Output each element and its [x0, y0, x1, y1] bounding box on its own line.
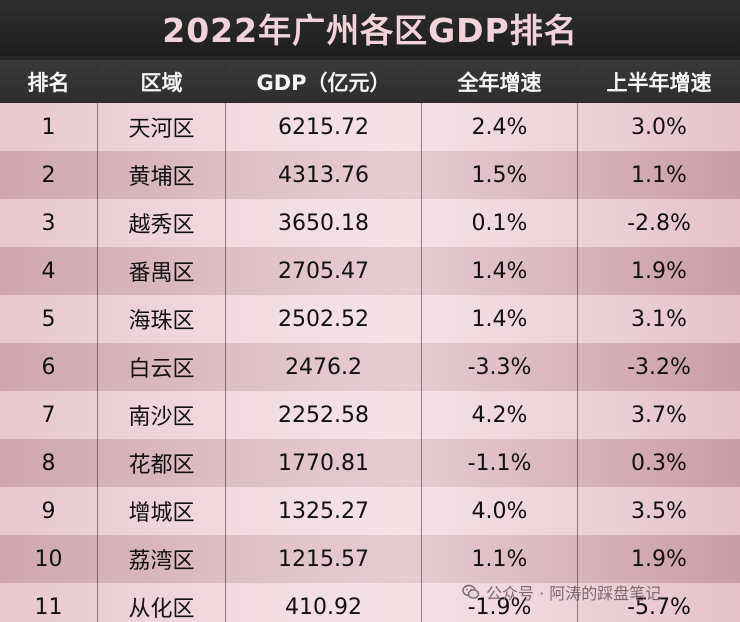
cell-half-year-growth: -3.2%: [627, 354, 691, 380]
table-row: 4 番禺区 2705.47 1.4% 1.9%: [0, 247, 740, 295]
cell-half-year-growth: -2.8%: [627, 210, 691, 236]
table-row: 5 海珠区 2502.52 1.4% 3.1%: [0, 295, 740, 343]
table-row: 9 增城区 1325.27 4.0% 3.5%: [0, 487, 740, 535]
cell-gdp: 3650.18: [226, 199, 422, 247]
cell-half-year-growth: 3.5%: [631, 498, 687, 524]
wechat-icon: [462, 584, 480, 599]
cell-district: 增城区: [98, 487, 226, 535]
cell-half-year-growth: 1.9%: [631, 546, 687, 572]
cell-full-year-growth: 0.1%: [422, 199, 578, 247]
cell-full-year-growth: 1.5%: [422, 151, 578, 199]
title-bar: 2022年广州各区GDP排名: [0, 0, 740, 56]
cell-district: 从化区: [98, 583, 226, 622]
cell-full-year-growth: 1.4%: [422, 247, 578, 295]
page-title: 2022年广州各区GDP排名: [162, 11, 578, 50]
watermark: 公众号 · 阿涛的踩盘笔记: [462, 580, 661, 604]
header-district: 区域: [98, 60, 226, 103]
cell-gdp: 1215.57: [226, 535, 422, 583]
cell-full-year-growth: 2.4%: [422, 103, 578, 151]
cell-full-year-growth: 1.4%: [422, 295, 578, 343]
cell-district: 越秀区: [98, 199, 226, 247]
cell-district: 荔湾区: [98, 535, 226, 583]
cell-half-year-growth: 1.9%: [631, 258, 687, 284]
cell-half-year-growth: 0.3%: [631, 450, 687, 476]
cell-gdp: 410.92: [226, 583, 422, 622]
watermark-text: 公众号 · 阿涛的踩盘笔记: [486, 584, 662, 603]
cell-gdp: 2502.52: [226, 295, 422, 343]
cell-district: 黄埔区: [98, 151, 226, 199]
table-row: 7 南沙区 2252.58 4.2% 3.7%: [0, 391, 740, 439]
cell-rank: 3: [0, 199, 98, 247]
cell-gdp: 2705.47: [226, 247, 422, 295]
cell-gdp: 6215.72: [226, 103, 422, 151]
cell-gdp: 2476.2: [226, 343, 422, 391]
cell-half-year-growth: 3.7%: [631, 402, 687, 428]
cell-half-year-growth: 3.1%: [631, 306, 687, 332]
table-row: 1 天河区 6215.72 2.4% 3.0%: [0, 103, 740, 151]
header-half-year-growth: 上半年增速: [606, 70, 712, 95]
cell-gdp: 1770.81: [226, 439, 422, 487]
cell-district: 海珠区: [98, 295, 226, 343]
cell-half-year-growth: 3.0%: [631, 114, 687, 140]
table-row: 6 白云区 2476.2 -3.3% -3.2%: [0, 343, 740, 391]
cell-full-year-growth: -1.9%: [422, 583, 578, 622]
cell-full-year-growth: -3.3%: [422, 343, 578, 391]
cell-rank: 7: [0, 391, 98, 439]
cell-rank: 1: [0, 103, 98, 151]
cell-full-year-growth: 1.1%: [422, 535, 578, 583]
table-row: 2 黄埔区 4313.76 1.5% 1.1%: [0, 151, 740, 199]
table-row: 10 荔湾区 1215.57 1.1% 1.9%: [0, 535, 740, 583]
cell-gdp: 2252.58: [226, 391, 422, 439]
table-row: 3 越秀区 3650.18 0.1% -2.8%: [0, 199, 740, 247]
cell-gdp: 4313.76: [226, 151, 422, 199]
gdp-table: 排名 区域 GDP（亿元） 全年增速 上半年增速 1 天河区 6215.72 2…: [0, 60, 740, 622]
cell-full-year-growth: 4.2%: [422, 391, 578, 439]
cell-rank: 9: [0, 487, 98, 535]
cell-district: 南沙区: [98, 391, 226, 439]
cell-rank: 5: [0, 295, 98, 343]
cell-gdp: 1325.27: [226, 487, 422, 535]
cell-rank: 10: [0, 535, 98, 583]
cell-rank: 8: [0, 439, 98, 487]
cell-rank: 6: [0, 343, 98, 391]
cell-full-year-growth: -1.1%: [422, 439, 578, 487]
table-row: 8 花都区 1770.81 -1.1% 0.3%: [0, 439, 740, 487]
cell-rank: 2: [0, 151, 98, 199]
table-header: 排名 区域 GDP（亿元） 全年增速 上半年增速: [0, 60, 740, 103]
cell-district: 番禺区: [98, 247, 226, 295]
cell-district: 花都区: [98, 439, 226, 487]
table-row: 11 从化区 410.92 -1.9% -5.7%: [0, 583, 740, 622]
cell-half-year-growth: -5.7%: [627, 594, 691, 620]
header-rank: 排名: [0, 60, 98, 103]
cell-district: 白云区: [98, 343, 226, 391]
cell-rank: 4: [0, 247, 98, 295]
cell-district: 天河区: [98, 103, 226, 151]
header-full-year-growth: 全年增速: [422, 60, 578, 103]
cell-rank: 11: [0, 583, 98, 622]
cell-half-year-growth: 1.1%: [631, 162, 687, 188]
cell-full-year-growth: 4.0%: [422, 487, 578, 535]
header-gdp: GDP（亿元）: [226, 60, 422, 103]
